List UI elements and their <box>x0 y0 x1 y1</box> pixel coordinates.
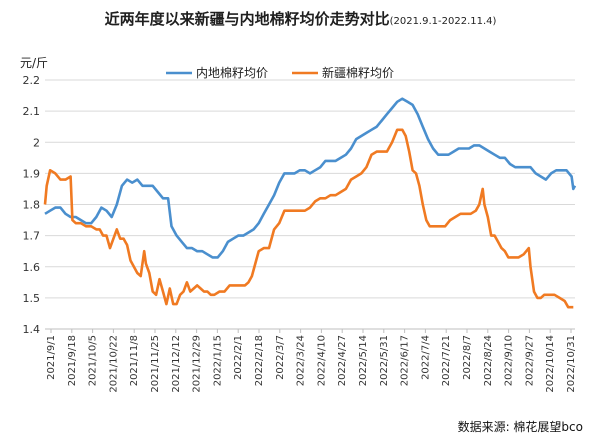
legend-label: 新疆棉籽均价 <box>322 65 394 80</box>
x-tick-label: 2022/5/14 <box>358 335 369 386</box>
legend-label: 内地棉籽均价 <box>196 66 268 80</box>
y-tick-label: 2.2 <box>23 74 41 87</box>
y-tick-label: 1.4 <box>23 323 41 336</box>
x-tick-label: 2022/4/27 <box>337 335 348 386</box>
x-tick-label: 2021/12/12 <box>171 335 182 393</box>
x-tick-label: 2022/2/1 <box>233 335 244 380</box>
y-tick-label: 1.9 <box>23 167 41 180</box>
chart-series <box>43 97 577 309</box>
x-axis-ticks: 2021/9/1 2021/9/18 2021/10/5 2021/10/22 2021… <box>46 329 577 393</box>
chart-legend: 内地棉籽均价 新疆棉籽均价 <box>166 65 394 80</box>
series-line-inland <box>44 97 577 259</box>
y-tick-label: 1.8 <box>23 199 41 212</box>
x-tick-label: 2021/11/8 <box>129 335 140 386</box>
chart-title-main: 近两年度以来新疆与内地棉籽均价走势对比 <box>104 10 390 28</box>
x-tick-label: 2022/2/18 <box>254 335 265 386</box>
y-tick-label: 1.5 <box>23 292 41 305</box>
y-tick-label: 1.6 <box>23 261 41 274</box>
y-tick-label: 1.7 <box>23 230 41 243</box>
x-tick-label: 2022/7/21 <box>441 335 452 386</box>
x-tick-label: 2022/5/31 <box>379 335 390 386</box>
x-tick-label: 2021/10/5 <box>88 335 99 386</box>
x-tick-label: 2022/6/17 <box>400 335 411 386</box>
series-line-xinjiang <box>43 128 574 309</box>
x-tick-label: 2022/10/14 <box>545 335 556 393</box>
x-tick-label: 2022/4/10 <box>316 335 327 386</box>
x-tick-label: 2022/7/4 <box>420 335 431 380</box>
x-tick-label: 2021/10/22 <box>108 335 119 393</box>
source-note: 数据来源: 棉花展望bco <box>457 420 583 434</box>
chart-subtitle: (2021.9.1-2022.11.4) <box>389 16 497 27</box>
chart-title: 近两年度以来新疆与内地棉籽均价走势对比(2021.9.1-2022.11.4) <box>0 8 601 29</box>
y-axis-unit: 元/斤 <box>20 56 48 70</box>
chart-grid <box>45 79 575 330</box>
x-tick-label: 2022/9/10 <box>504 335 515 386</box>
x-tick-label: 2022/1/15 <box>212 335 223 386</box>
x-tick-label: 2021/11/25 <box>150 335 161 393</box>
x-tick-label: 2021/12/29 <box>192 335 203 393</box>
x-tick-label: 2022/8/24 <box>483 335 494 386</box>
x-tick-label: 2021/9/1 <box>46 335 57 380</box>
x-tick-label: 2022/3/24 <box>296 335 307 386</box>
x-tick-label: 2022/9/27 <box>524 335 535 386</box>
x-tick-label: 2022/8/7 <box>462 335 473 380</box>
x-tick-label: 2022/10/31 <box>566 335 577 393</box>
x-tick-label: 2022/3/7 <box>275 335 286 380</box>
y-tick-label: 2.1 <box>23 105 41 118</box>
y-axis-ticks: 2.2 2.1 2 1.9 1.8 1.7 1.6 1.5 1.4 <box>23 74 41 336</box>
y-tick-label: 2 <box>33 136 40 149</box>
x-tick-label: 2021/9/18 <box>67 335 78 386</box>
